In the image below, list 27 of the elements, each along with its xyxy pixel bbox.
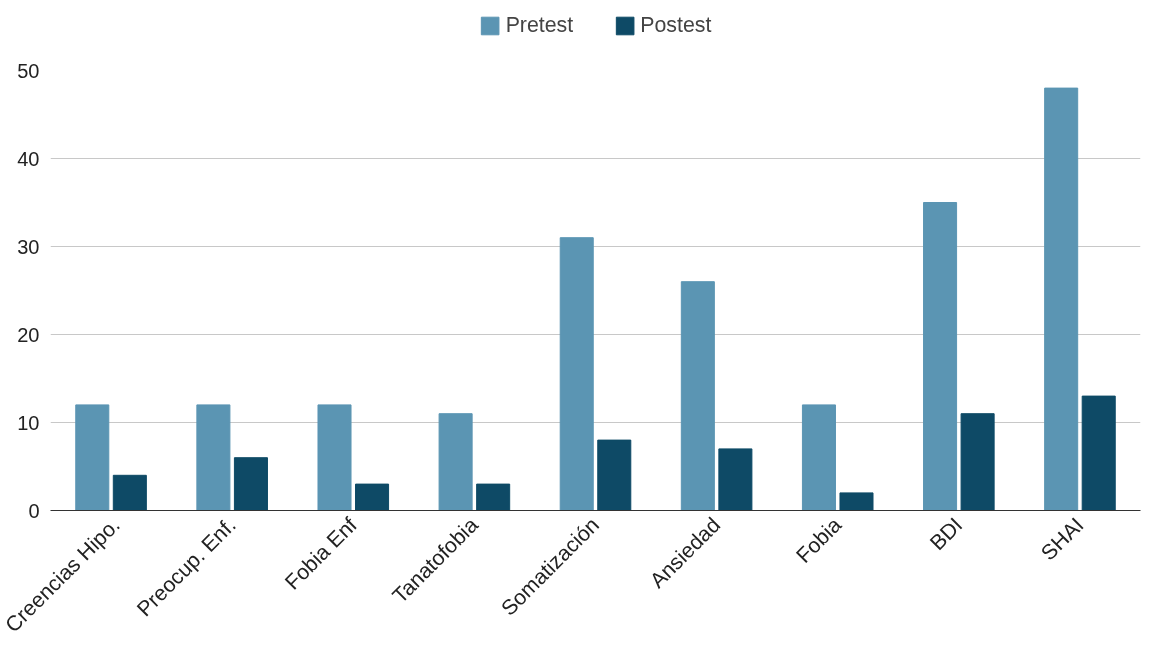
y-tick-label: 50	[17, 59, 40, 82]
bar	[75, 404, 110, 511]
bar	[839, 492, 874, 511]
bar	[718, 448, 753, 511]
bar	[1044, 87, 1079, 511]
bar	[597, 439, 632, 511]
bar	[559, 237, 594, 511]
bar	[801, 404, 836, 511]
bar	[960, 413, 995, 511]
y-tick-label: 20	[17, 323, 40, 346]
bar	[438, 413, 473, 511]
bar	[680, 281, 715, 511]
bar	[196, 404, 231, 511]
bar	[233, 457, 268, 511]
legend-label: Pretest	[505, 12, 574, 38]
y-tick-label: 10	[17, 411, 40, 434]
bar	[1081, 395, 1116, 511]
bar	[317, 404, 352, 511]
y-tick-label: 30	[17, 235, 40, 258]
legend-label: Postest	[640, 12, 712, 38]
x-tick-label: BDI	[925, 513, 968, 556]
y-tick-label: 0	[28, 499, 40, 522]
y-tick-label: 40	[17, 147, 40, 170]
bar	[112, 474, 147, 511]
bar	[923, 202, 958, 511]
bar	[476, 483, 511, 511]
bar	[355, 483, 390, 511]
